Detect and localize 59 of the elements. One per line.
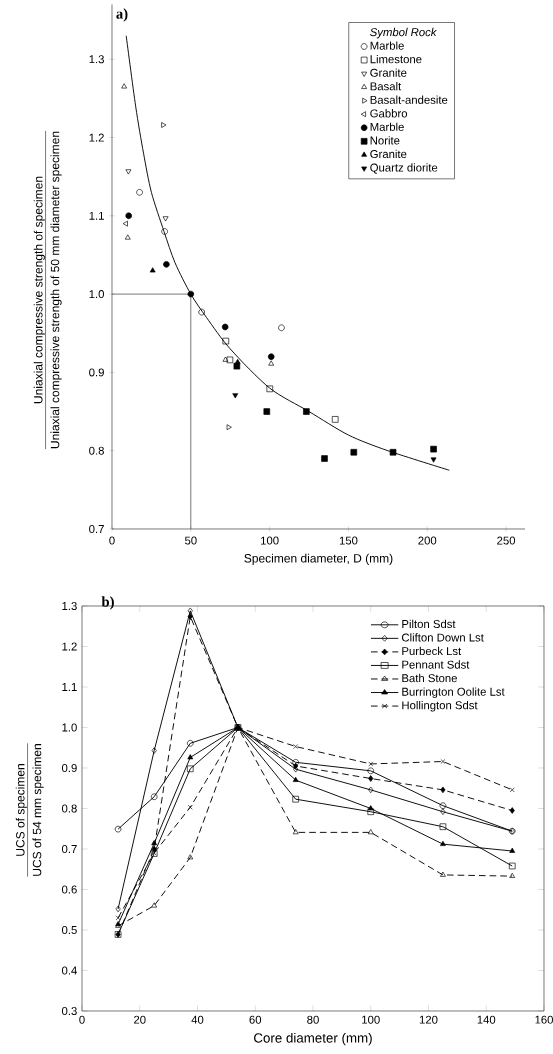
- y-tick-label: 1.0: [62, 723, 77, 732]
- legend-label: Norite: [370, 136, 400, 145]
- legend-label: Granite: [370, 68, 407, 77]
- y-tick-label: 1.0: [89, 290, 104, 299]
- x-tick-label: 0: [79, 1015, 85, 1024]
- x-tick-label: 50: [184, 536, 197, 545]
- legend-label: Marble: [370, 122, 404, 131]
- legend-label: Purbeck Lst: [402, 646, 462, 656]
- y-tick-label: 0.7: [89, 524, 104, 533]
- y-axis-title: Uniaxial compressive strength of specimen: [33, 176, 45, 404]
- legend-label: Pennant Sdst: [402, 660, 470, 669]
- x-tick-label: 140: [477, 1015, 496, 1024]
- legend-label: Bath Stone: [402, 673, 457, 683]
- legend-label: Limestone: [370, 54, 422, 64]
- legend-label: Clifton Down Lst: [401, 633, 484, 642]
- y-tick-label: 1.3: [62, 601, 77, 610]
- legend-label: Hollington Sdst: [402, 700, 478, 712]
- x-tick-label: 160: [535, 1015, 553, 1024]
- y-tick-label: 0.7: [61, 844, 77, 853]
- x-tick-label: 80: [307, 1015, 319, 1024]
- x-tick-label: 60: [249, 1015, 262, 1024]
- legend-label: Basalt: [370, 82, 402, 91]
- y-tick-label: 0.9: [89, 368, 104, 377]
- x-tick-label: 150: [339, 536, 358, 545]
- x-tick-label: 40: [191, 1015, 204, 1024]
- x-axis-title: Core diameter (mm): [254, 1032, 372, 1046]
- annotation: a): [116, 8, 128, 22]
- annotation: b): [101, 596, 114, 610]
- x-tick-label: 100: [362, 1015, 380, 1024]
- text: UCS of 54 mm specimen: [32, 744, 44, 876]
- y-tick-label: 0.9: [61, 763, 77, 772]
- legend-title: Symbol Rock: [370, 27, 437, 39]
- y-axis-title: UCS of specimen: [15, 764, 27, 856]
- x-tick-label: 100: [261, 536, 279, 545]
- y-tick-label: 1.2: [62, 642, 77, 651]
- y-tick-label: 0.8: [89, 446, 104, 455]
- legend-label: Marble: [370, 41, 404, 50]
- legend-label: Pilton Sdst: [402, 619, 456, 629]
- y-tick-label: 0.8: [61, 804, 77, 813]
- y-tick-label: 1.2: [89, 133, 104, 142]
- y-tick-label: 0.4: [61, 966, 77, 975]
- y-tick-label: 1.1: [62, 683, 77, 691]
- y-tick-label: 1.3: [89, 55, 104, 64]
- x-tick-label: 250: [497, 536, 516, 545]
- legend-label: Gabbro: [370, 109, 408, 118]
- legend-label: Basalt-andesite: [370, 95, 448, 104]
- x-tick-label: 120: [419, 1015, 438, 1024]
- text: Uniaxial compressive strength of 50 mm diameter specimen: [50, 131, 62, 449]
- y-tick-label: 0.3: [61, 1006, 77, 1015]
- legend-label: Quartz diorite: [370, 163, 438, 174]
- legend-label: Granite: [370, 149, 407, 159]
- x-tick-label: 0: [109, 536, 115, 545]
- y-tick-label: 0.5: [61, 925, 77, 934]
- y-tick-label: 1.1: [89, 211, 104, 220]
- x-tick-label: 20: [134, 1015, 146, 1024]
- legend-label: Burrington Oolite Lst: [402, 687, 505, 698]
- x-tick-label: 200: [418, 536, 437, 545]
- x-axis-title: Specimen diameter, D (mm): [244, 553, 393, 565]
- y-tick-label: 0.6: [61, 885, 77, 894]
